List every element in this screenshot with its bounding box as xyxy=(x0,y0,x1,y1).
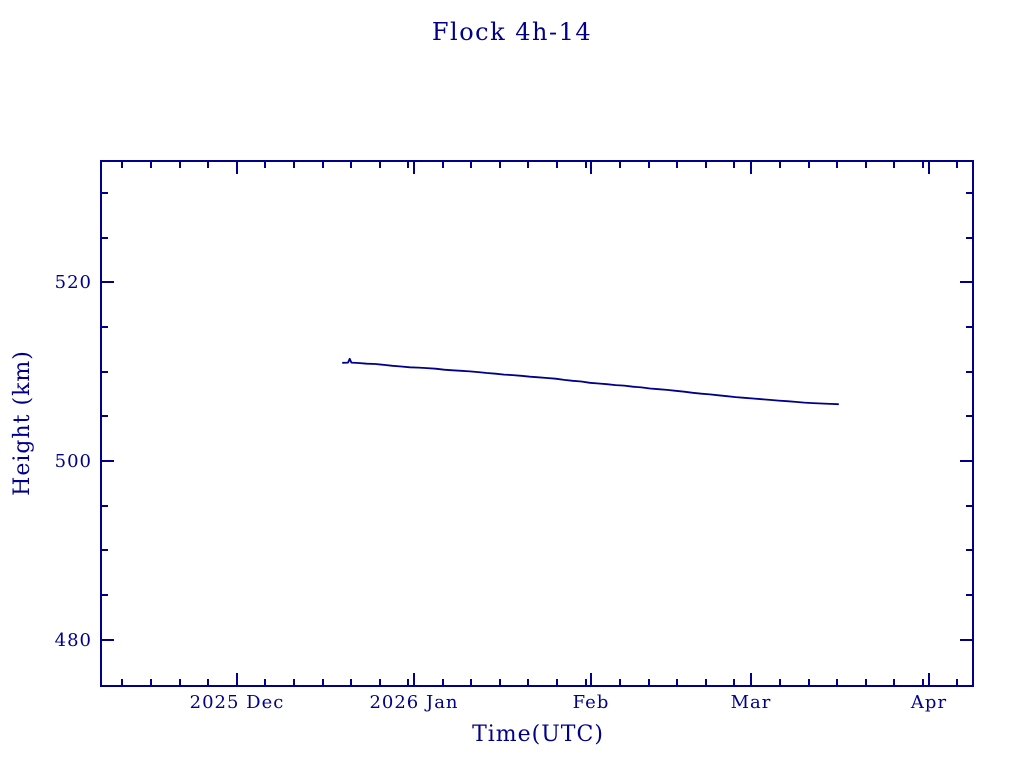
axis-ticks-group xyxy=(101,161,973,686)
x-tick-label: Mar xyxy=(731,692,772,713)
x-tick-label: 2025 Dec xyxy=(190,692,285,713)
x-tick-label: Feb xyxy=(573,692,610,713)
y-tick-label: 500 xyxy=(55,451,92,472)
x-axis-label: Time(UTC) xyxy=(472,722,604,747)
x-tick-label: 2026 Jan xyxy=(369,692,458,713)
plot-frame xyxy=(100,160,974,687)
y-axis-label: Height (km) xyxy=(10,350,35,496)
chart-title: Flock 4h-14 xyxy=(432,18,592,46)
x-tick-label: Apr xyxy=(910,692,947,713)
y-tick-label: 520 xyxy=(55,272,92,293)
y-tick-label: 480 xyxy=(55,630,92,651)
plot-frame-group xyxy=(100,160,974,687)
data-series-group xyxy=(341,357,839,406)
axis-tick-labels-group: 2025 Dec 2026 Jan Feb Mar Apr 480 500 520 xyxy=(55,272,947,713)
height-series-line xyxy=(341,357,839,406)
